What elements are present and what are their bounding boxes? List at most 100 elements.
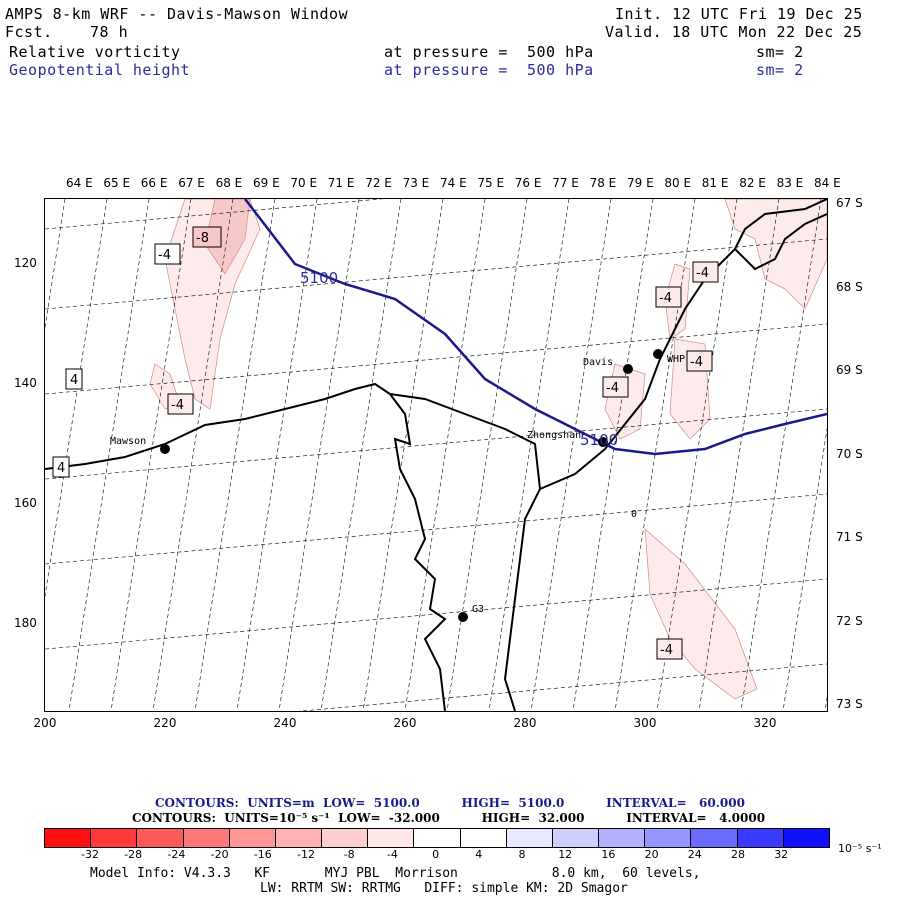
station-whp-label: WHP: [667, 354, 685, 365]
colorbar-label: 32: [774, 848, 789, 861]
vorticity-area-zhongshan: [604, 363, 646, 440]
latitude-label: 71 S: [836, 530, 863, 544]
colorbar-swatch: [599, 829, 646, 847]
colorbar-swatch: [645, 829, 692, 847]
vorticity-label: -4: [606, 381, 619, 396]
colorbar-swatch: [45, 829, 92, 847]
station-whp-marker: [653, 349, 663, 359]
model-info-line1: Model Info: V4.3.3 KF MYJ PBL Morrison 8…: [90, 866, 701, 881]
longitude-label: 80 E: [664, 176, 692, 190]
latitude-label: 72 S: [836, 613, 863, 628]
longitude-label: 73 E: [402, 176, 430, 190]
field2-name: Geopotential height: [9, 61, 191, 79]
colorbar-swatch: [275, 829, 323, 847]
valid-time: Valid. 18 UTC Mon 22 Dec 25: [605, 23, 863, 41]
init-time: Init. 12 UTC Fri 19 Dec 25: [615, 5, 863, 23]
colorbar-swatch: [322, 829, 369, 847]
zero-contour-label: 0: [631, 509, 637, 520]
station-davis-marker: [623, 364, 633, 374]
vorticity-label: -4: [171, 398, 184, 413]
latitude-label: 69 S: [836, 363, 863, 377]
vorticity-label: 4: [70, 373, 78, 388]
station-zhongshan-label: Zhongshan: [527, 430, 581, 441]
colorbar-swatch: [552, 829, 600, 847]
latitude-label: 67 S: [836, 196, 863, 210]
latitude-label: 68 S: [836, 279, 863, 294]
colorbar-label: -12: [297, 848, 315, 861]
grid-y-label: 120: [14, 256, 37, 270]
grid-x-label: 320: [753, 716, 777, 730]
longitude-label: 78 E: [589, 176, 617, 190]
station-zhongshan-marker: [598, 437, 608, 447]
grid-y-label: 160: [14, 496, 37, 510]
longitude-label: 68 E: [215, 176, 243, 190]
grid-x-label: 220: [153, 716, 177, 730]
colorbar-swatch: [91, 829, 138, 847]
vorticity-label: -4: [690, 355, 703, 370]
longitude-label: 83 E: [776, 176, 804, 190]
colorbar-label: 0: [432, 848, 440, 861]
longitude-label: 81 E: [701, 176, 729, 190]
vorticity-area-south: [644, 528, 758, 700]
colorbar-label: 24: [687, 848, 702, 861]
station-davis-label: Davis: [583, 357, 613, 368]
height-contour-info: CONTOURS: UNITS=m LOW= 5100.0 HIGH= 5100…: [155, 796, 745, 810]
vorticity-label: -4: [659, 291, 672, 306]
longitude-label: 82 E: [739, 176, 766, 190]
colorbar-label: -28: [124, 848, 143, 861]
model-title: AMPS 8-km WRF -- Davis-Mawson Window: [5, 5, 349, 23]
colorbar-label: -32: [81, 848, 99, 861]
longitude-label: 70 E: [290, 176, 318, 190]
latitude-label: 73 S: [836, 697, 863, 711]
colorbar-label: 8: [518, 848, 526, 861]
longitude-label: 65 E: [103, 176, 131, 190]
vorticity-label: 4: [57, 461, 65, 476]
colorbar-label: -16: [253, 848, 272, 861]
colorbar-swatch: [737, 829, 784, 847]
colorbar-label: 4: [475, 848, 483, 861]
longitude-label: 75 E: [477, 176, 505, 190]
colorbar: [44, 828, 830, 848]
station-mawson-label: Mawson: [110, 436, 146, 447]
colorbar-label: -24: [167, 848, 186, 861]
grid-y-label: 140: [14, 376, 37, 390]
vorticity-label: -4: [158, 248, 171, 263]
model-info-line2: LW: RRTM SW: RRTMG DIFF: simple KM: 2D S…: [260, 881, 628, 896]
grid-x-label: 260: [393, 716, 417, 730]
longitude-label: 64 E: [66, 176, 93, 190]
colorbar-units: 10⁻⁵ s⁻¹: [838, 842, 882, 855]
colorbar-swatch: [368, 829, 415, 847]
longitude-label: 76 E: [514, 176, 542, 190]
grid-x-label: 300: [633, 716, 657, 730]
colorbar-label: -4: [386, 848, 398, 861]
colorbar-swatch: [506, 829, 553, 847]
longitude-label: 71 E: [327, 176, 355, 190]
colorbar-swatch: [137, 829, 184, 847]
forecast-hour-label: Fcst.: [5, 23, 53, 41]
colorbar-swatch: [183, 829, 230, 847]
stations: [160, 349, 663, 622]
colorbar-label: 12: [558, 848, 573, 861]
colorbar-swatch: [414, 829, 461, 847]
forecast-hour-value: 78 h: [90, 23, 129, 41]
vorticity-contour-info: CONTOURS: UNITS=10⁻⁵ s⁻¹ LOW= -32.000 HI…: [132, 811, 766, 825]
colorbar-label: 16: [601, 848, 616, 861]
grid-x-label: 280: [513, 716, 537, 730]
vorticity-shading: [149, 199, 827, 700]
height-contour-label-2: 5100: [580, 431, 618, 449]
graticule: [45, 199, 827, 711]
longitude-label: 74 E: [440, 176, 467, 190]
field1-smoothing: sm= 2: [756, 43, 804, 61]
grid-x-label: 240: [273, 716, 297, 730]
field2-smoothing: sm= 2: [756, 61, 804, 79]
field1-level: at pressure = 500 hPa: [384, 43, 594, 61]
coastline: [45, 199, 827, 711]
height-contour-label-1: 5100: [300, 269, 338, 287]
colorbar-label: -8: [343, 848, 355, 861]
longitude-label: 66 E: [140, 176, 168, 190]
grid-x-label: 200: [33, 716, 57, 730]
colorbar-swatch: [460, 829, 507, 847]
vorticity-label: -4: [696, 266, 709, 281]
longitude-label: 77 E: [552, 176, 579, 190]
longitude-label: 79 E: [627, 176, 654, 190]
